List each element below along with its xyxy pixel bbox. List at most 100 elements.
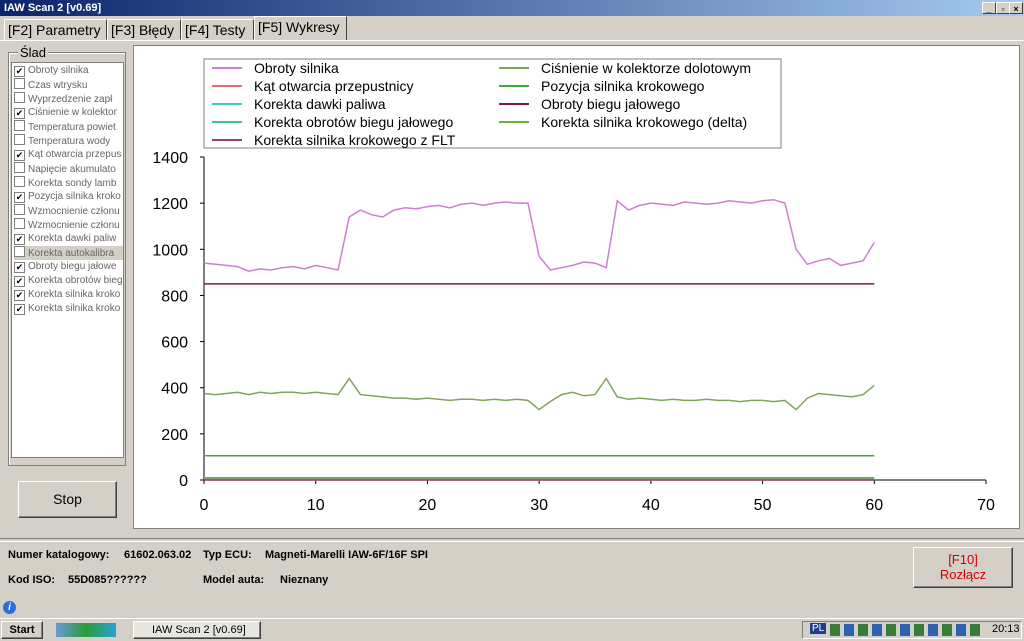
clock: 20:13 <box>992 623 1020 635</box>
trace-item[interactable]: Temperatura wody <box>14 134 123 148</box>
trace-item[interactable]: ✔ Korekta obrotów bieg <box>14 274 123 288</box>
checkbox[interactable]: ✔ <box>14 290 25 301</box>
x-tick-label: 60 <box>865 497 883 514</box>
task-button[interactable]: IAW Scan 2 [v0.69] <box>133 621 261 639</box>
checkbox[interactable] <box>14 162 25 173</box>
legend-box <box>203 58 782 149</box>
x-tick-label: 50 <box>754 497 772 514</box>
legend-label: Korekta silnika krokowego z FLT <box>254 132 456 148</box>
trace-label: Wzmocnienie członu <box>28 220 120 231</box>
trace-label: Korekta silnika kroko <box>28 289 121 300</box>
checkbox[interactable]: ✔ <box>14 192 25 203</box>
series-line <box>203 377 875 411</box>
trace-item[interactable]: Wyprzedzenie zapł <box>14 92 123 106</box>
x-tick-label: 20 <box>419 497 437 514</box>
trace-label: Pozycja silnika kroko <box>28 191 121 202</box>
tab[interactable]: [F2] Parametry <box>4 19 107 40</box>
trace-item[interactable]: Wzmocnienie członu <box>14 218 123 232</box>
stop-button[interactable]: Stop <box>18 481 117 518</box>
trace-label: Korekta sondy lamb <box>28 178 117 189</box>
x-tick-label: 70 <box>977 497 995 514</box>
taskbar: Start IAW Scan 2 [v0.69] PL 20:13 <box>0 618 1024 641</box>
trace-item[interactable]: Wzmocnienie członu <box>14 204 123 218</box>
trace-label: Temperatura powiet <box>28 122 116 133</box>
series-line <box>203 198 875 272</box>
trace-item[interactable]: ✔ Korekta silnika kroko <box>14 288 123 302</box>
trace-item[interactable]: ✔ Korekta dawki paliw <box>14 232 123 246</box>
y-tick-label: 200 <box>161 427 188 444</box>
trace-item[interactable]: ✔ Pozycja silnika kroko <box>14 190 123 204</box>
ecu-label: Typ ECU: <box>203 549 252 561</box>
trace-item[interactable]: Czas wtrysku <box>14 78 123 92</box>
checkbox[interactable] <box>14 92 25 103</box>
y-tick-label: 600 <box>161 335 188 352</box>
checkbox[interactable]: ✔ <box>14 66 25 77</box>
x-tick-label: 10 <box>307 497 325 514</box>
tab[interactable]: [F3] Błędy <box>107 19 181 40</box>
legend-label: Korekta silnika krokowego (delta) <box>541 114 747 130</box>
checkbox[interactable] <box>14 134 25 145</box>
trace-item[interactable]: ✔ Obroty biegu jałowe <box>14 260 123 274</box>
tab[interactable]: [F5] Wykresy <box>254 16 347 41</box>
trace-item[interactable]: ✔ Kąt otwarcia przepus <box>14 148 123 162</box>
checkbox[interactable]: ✔ <box>14 276 25 287</box>
checkbox[interactable]: ✔ <box>14 304 25 315</box>
checkbox[interactable]: ✔ <box>14 262 25 273</box>
start-button[interactable]: Start <box>1 621 43 639</box>
trace-label: Korekta autokalibra <box>28 248 115 259</box>
maximize-button[interactable]: ▫ <box>996 2 1010 14</box>
tray <box>802 621 1022 639</box>
x-tick-label: 30 <box>530 497 548 514</box>
trace-label: Kąt otwarcia przepus <box>28 149 122 160</box>
language: PL <box>810 623 827 634</box>
disconnect-button[interactable]: [F10] Rozłącz <box>913 547 1013 588</box>
checkbox[interactable] <box>14 176 25 187</box>
legend-label: Ciśnienie w kolektorze dolotowym <box>541 60 751 76</box>
iso-label: Kod ISO: <box>8 574 56 586</box>
checkbox[interactable] <box>14 204 25 215</box>
trace-item[interactable]: Korekta autokalibra <box>14 246 123 260</box>
legend-label: Korekta obrotów biegu jałowego <box>254 114 453 130</box>
trace-item[interactable]: Napięcie akumulato <box>14 162 123 176</box>
checkbox[interactable]: ✔ <box>14 108 25 119</box>
legend-label: Obroty silnika <box>254 60 339 76</box>
checkbox[interactable] <box>14 120 25 131</box>
legend-label: Obroty biegu jałowego <box>541 96 681 112</box>
window-title: IAW Scan 2 [v0.69] <box>4 2 102 14</box>
disconnect-key: [F10] <box>948 552 978 567</box>
close-button[interactable]: × <box>1009 2 1023 14</box>
tray-icons <box>830 624 980 636</box>
x-tick-label: 0 <box>200 497 209 514</box>
trace-label: Wzmocnienie członu <box>28 206 120 217</box>
y-tick-label: 1400 <box>152 150 188 167</box>
checkbox[interactable] <box>14 78 25 89</box>
checkbox[interactable] <box>14 218 25 229</box>
trace-title: Ślad <box>18 45 49 60</box>
trace-label: Korekta obrotów bieg <box>28 275 123 286</box>
info-icon: i <box>3 601 16 614</box>
trace-item[interactable]: ✔ Ciśnienie w kolektor <box>14 106 123 120</box>
trace-list: ✔ Obroty silnika Czas wtrysku Wyprzedzenie … <box>11 62 124 458</box>
trace-label: Korekta silnika kroko <box>28 303 121 314</box>
checkbox[interactable]: ✔ <box>14 234 25 245</box>
minimize-button[interactable]: _ <box>982 2 996 14</box>
trace-label: Obroty biegu jałowe <box>28 261 117 272</box>
trace-label: Korekta dawki paliw <box>28 233 117 244</box>
legend-label: Kąt otwarcia przepustnicy <box>254 78 414 94</box>
catalog-value: 61602.063.02 <box>124 549 192 561</box>
tab[interactable]: [F4] Testy <box>181 19 254 40</box>
trace-label: Czas wtrysku <box>28 80 88 91</box>
legend-label: Korekta dawki paliwa <box>254 96 386 112</box>
checkbox[interactable]: ✔ <box>14 150 25 161</box>
y-tick-label: 1000 <box>152 242 188 259</box>
trace-item[interactable]: ✔ Obroty silnika <box>14 64 123 78</box>
y-tick-label: 1200 <box>152 196 188 213</box>
checkbox[interactable] <box>14 246 25 257</box>
title-bar: IAW Scan 2 [v0.69] _ ▫ × <box>0 0 1024 16</box>
trace-item[interactable]: Korekta sondy lamb <box>14 176 123 190</box>
catalog-label: Numer katalogowy: <box>8 549 110 561</box>
trace-item[interactable]: ✔ Korekta silnika kroko <box>14 302 123 316</box>
x-tick-label: 40 <box>642 497 660 514</box>
trace-item[interactable]: Temperatura powiet <box>14 120 123 134</box>
